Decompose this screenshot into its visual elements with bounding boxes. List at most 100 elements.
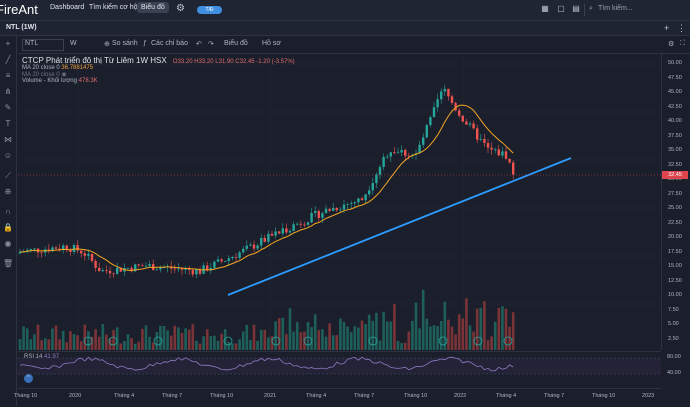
time-tick: Tháng 10 (592, 393, 616, 399)
chart-title: CTCP Phát triển đô thị Từ Liêm 1W HSX O3… (22, 56, 295, 65)
theme-toggle[interactable]: T/Đ (197, 6, 222, 14)
price-tick: 47.50 (668, 74, 682, 81)
fullscreen-icon[interactable]: ⛶ (680, 40, 685, 47)
search-box[interactable]: ⌕ Tìm kiếm... (584, 4, 690, 16)
window-icon[interactable]: ▢ (557, 4, 565, 13)
eye-icon[interactable]: ◉ (4, 239, 12, 248)
layout-icon[interactable]: ▤ (572, 4, 580, 13)
pitchfork-icon[interactable]: ⋔ (4, 87, 12, 96)
last-price-badge: 32.45 (662, 171, 688, 179)
ma20-line (20, 104, 514, 272)
price-axis[interactable]: 50.00 47.50 45.00 42.50 40.00 37.50 35.00 32.50… (661, 54, 690, 350)
emoji-icon[interactable]: ☺ (3, 151, 13, 160)
price-tick: 32.50 (668, 161, 682, 168)
tab-ntl[interactable]: NTL (1W) (6, 24, 37, 31)
price-tick: 22.50 (668, 219, 682, 226)
price-tick: 20.00 (668, 234, 682, 240)
time-axis[interactable]: Tháng 10 2020 Tháng 4 Tháng 7 Tháng 10 2021 Th… (14, 388, 661, 407)
redo-icon[interactable]: ↷ (208, 41, 214, 48)
time-tick: 2021 (264, 393, 277, 399)
magnet-icon[interactable]: ∩ (5, 207, 11, 216)
trend-line[interactable] (227, 157, 572, 296)
symbol-input[interactable] (22, 39, 64, 51)
nav-opportunity-search[interactable]: Tìm kiếm cơ hội (89, 4, 140, 11)
time-tick: Tháng 7 (162, 393, 183, 399)
brush-icon[interactable]: ✎ (4, 103, 12, 112)
volume-row: Volume - Khối lượng 478.3K (22, 78, 295, 84)
more-icon[interactable]: ⋮ (677, 23, 686, 33)
chart-tab-bar: NTL (1W) + ⋮ (0, 21, 690, 36)
rsi-value: 41.97 (44, 354, 60, 360)
price-tick: 15.00 (668, 263, 682, 269)
text-icon[interactable]: T (5, 119, 11, 128)
ma1-row: MA 20 close 0 36.7881475 (22, 65, 295, 71)
time-tick: Tháng 10 (14, 393, 38, 399)
price-chart[interactable] (18, 54, 661, 350)
price-tick: 37.50 (668, 132, 682, 139)
time-tick: Tháng 4 (306, 393, 327, 399)
interval-selector[interactable]: W (70, 40, 77, 47)
indicators-icon[interactable]: ƒ (143, 40, 147, 47)
price-tick: 10.00 (668, 292, 682, 298)
app-logo[interactable]: FireAnt (0, 2, 38, 17)
price-tick: 30.00 (668, 176, 682, 182)
drawing-toolbar: + ╱ ≡ ⋔ ✎ T ⋈ ☺ ⟋ ⊕ ∩ 🔒 ◉ 🗑 (0, 36, 17, 406)
volume-value: 478.3K (78, 78, 98, 84)
rsi-collapse-icon[interactable]: ⌃ (24, 374, 33, 383)
ma2-row: MA 20 close 0 ◉ (22, 71, 295, 78)
price-tick: 17.50 (668, 248, 682, 255)
nav-dashboard[interactable]: Dashboard (50, 4, 85, 11)
time-tick: Tháng 4 (114, 393, 135, 399)
grid-icon[interactable]: ▦ (541, 4, 549, 13)
price-tick: 42.50 (668, 103, 682, 110)
trend-line-icon[interactable]: ╱ (5, 55, 11, 64)
symbol-value: NTL (25, 40, 39, 47)
search-input[interactable]: Tìm kiếm... (598, 5, 633, 12)
price-tick: 25.00 (668, 205, 682, 211)
pattern-icon[interactable]: ⋈ (4, 135, 12, 144)
compare-icon[interactable]: ⊕ (104, 41, 110, 48)
rsi-panel[interactable]: RSI 14 41.97 ⌃ 80.00 40.00 (18, 351, 681, 388)
time-tick: Tháng 4 (496, 393, 517, 399)
add-tab-icon[interactable]: + (664, 23, 670, 33)
price-tick: 12.50 (668, 277, 682, 284)
candlesticks (18, 84, 515, 279)
grid-lines (18, 54, 661, 350)
ma2-label: MA 20 close 0 (22, 72, 60, 78)
profile-button[interactable]: Hồ sơ (262, 40, 281, 47)
price-tick: 7.50 (668, 306, 679, 313)
trash-icon[interactable]: 🗑 (3, 259, 14, 268)
zoom-icon[interactable]: ⊕ (4, 187, 12, 196)
time-tick: 2022 (454, 393, 467, 399)
chart-toolbar: NTL W ⊕ So sánh ƒ Các chỉ báo ↶ ↷ Biểu đ… (18, 36, 690, 54)
ruler-icon[interactable]: ⟋ (5, 171, 11, 180)
crosshair-icon[interactable]: + (5, 39, 11, 48)
ohlc-values: O33.20 H33.20 L31.90 C32.45 -1.20 (-3.57… (172, 59, 295, 65)
ma1-label: MA 20 close 0 (22, 65, 60, 71)
price-tick: 50.00 (668, 60, 682, 66)
rsi-axis-mid: 40.00 (667, 370, 681, 376)
rsi-label: RSI 14 (24, 354, 43, 360)
search-icon: ⌕ (589, 5, 593, 12)
ma1-value: 36.7881475 (61, 65, 94, 71)
nav-chart[interactable]: Biểu đồ (137, 2, 169, 13)
indicators-button[interactable]: Các chỉ báo (151, 40, 188, 47)
lock-icon[interactable]: 🔒 (3, 223, 13, 232)
eye-icon[interactable]: ◉ (61, 72, 67, 78)
time-tick: Tháng 10 (404, 393, 428, 399)
horizontal-line-icon[interactable]: ≡ (5, 71, 11, 80)
compare-button[interactable]: So sánh (112, 40, 138, 47)
top-navigation: FireAnt Dashboard Tìm kiếm cơ hội Biểu đ… (0, 0, 690, 21)
price-tick: 40.00 (668, 118, 682, 124)
gear-icon[interactable]: ⚙ (176, 3, 185, 14)
time-tick: Tháng 7 (354, 393, 375, 399)
settings-icon[interactable]: ⚙ (668, 41, 675, 48)
price-tick: 5.00 (668, 321, 679, 327)
chart-type-button[interactable]: Biểu đồ (224, 40, 248, 47)
undo-icon[interactable]: ↶ (196, 41, 202, 48)
rsi-legend: RSI 14 41.97 (24, 354, 59, 360)
rsi-axis-top: 80.00 (667, 354, 681, 360)
price-tick: 2.50 (668, 335, 679, 342)
rsi-chart (18, 356, 661, 375)
time-tick: Tháng 7 (544, 393, 565, 399)
